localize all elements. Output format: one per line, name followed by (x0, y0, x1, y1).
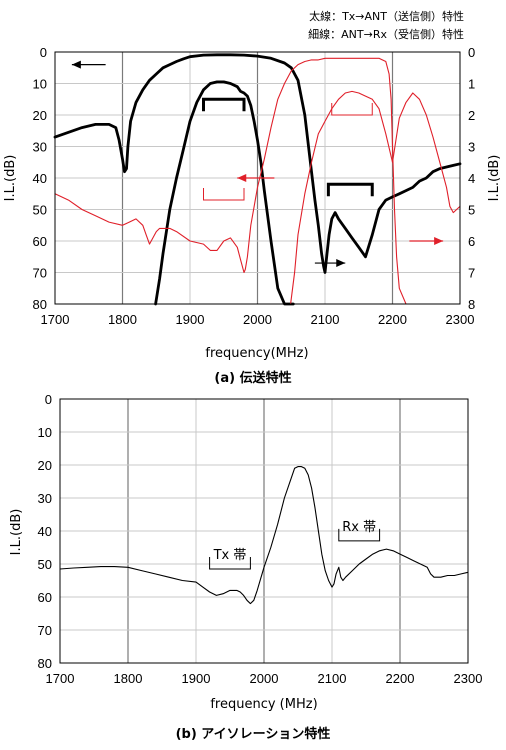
chart-b-annotation-1: Rx 帯 (342, 520, 376, 535)
chart-a-x-tick-2100: 2100 (311, 312, 340, 327)
chart-b-x-tick-1800: 1800 (114, 671, 143, 686)
chart-b-band-markers (209, 528, 381, 570)
chart-a-y-tick-10: 10 (33, 77, 47, 92)
chart-b-y-tick-30: 30 (38, 491, 52, 506)
chart-a-y-right-tick-3: 3 (468, 140, 475, 155)
chart-a-y-right-tick-0: 0 (468, 45, 475, 60)
chart-b-y-ticks: 0 10 20 30 40 50 60 70 80 (38, 392, 52, 671)
chart-a-y-tick-50: 50 (33, 203, 47, 218)
chart-a-note-1: 太線：Tx→ANT（送信側）特性 (309, 9, 464, 23)
chart-a-x-tick-2300: 2300 (446, 312, 475, 327)
chart-a-plot-frame (54, 51, 461, 305)
chart-a-arrow-1-head (237, 174, 247, 182)
chart-b-series-0-line (59, 466, 469, 605)
chart-a-note-2: 細線：ANT→Rx（受信側）特性 (308, 27, 464, 41)
chart-a-caption: (a) 伝送特性 (214, 370, 291, 385)
chart-b-x-ticks: 1700 1800 1900 2000 2100 2200 2300 (46, 671, 483, 686)
chart-b-grid (60, 399, 468, 663)
chart-a-y-ticks-right: 0 1 2 3 4 5 6 7 8 (468, 45, 475, 312)
chart-a-arrow-2-head (336, 259, 346, 268)
chart-a-band-marker-2 (203, 188, 245, 201)
chart-a-y-ticks-left: 0 10 20 30 40 50 60 70 80 (33, 45, 47, 312)
chart-a-y-right-tick-2: 2 (468, 108, 475, 123)
chart-a-y-tick-0: 0 (40, 45, 47, 60)
chart-a-band-markers (202, 97, 374, 201)
chart-a-band-marker-1 (326, 182, 374, 197)
chart-a-y-tick-80: 80 (33, 297, 47, 312)
chart-b-band-marker-1 (338, 528, 381, 542)
chart-b-x-tick-1700: 1700 (46, 671, 75, 686)
chart-a-series (53, 53, 462, 306)
chart-b-y-tick-70: 70 (38, 623, 52, 638)
chart-b-y-tick-20: 20 (38, 458, 52, 473)
chart-b-caption: (b) アイソレーション特性 (176, 726, 331, 742)
chart-a-y-tick-20: 20 (33, 108, 47, 123)
chart-a-y-right-tick-5: 5 (468, 203, 475, 218)
isolation-chart: Tx 帯 Rx 帯 1700 1800 1900 2000 2100 2200 2300 0 1… (9, 392, 483, 742)
chart-b-x-tick-1900: 1900 (182, 671, 211, 686)
chart-a-x-tick-1800: 1800 (108, 312, 137, 327)
chart-a-y-right-tick-6: 6 (468, 234, 475, 249)
chart-a-xlabel: frequency(MHz) (205, 346, 308, 361)
chart-b-annotations: Tx 帯 Rx 帯 (213, 520, 377, 563)
chart-a-x-tick-1700: 1700 (41, 312, 70, 327)
chart-b-x-tick-2100: 2100 (318, 671, 347, 686)
chart-b-y-tick-80: 80 (38, 656, 52, 671)
chart-a-y-right-tick-7: 7 (468, 266, 475, 281)
chart-a-y-tick-60: 60 (33, 234, 47, 249)
chart-a-arrow-0-head (71, 60, 81, 69)
chart-a-series-2-line (54, 57, 410, 305)
chart-a-series-1-line (154, 80, 295, 306)
chart-b-y-tick-10: 10 (38, 425, 52, 440)
chart-a-y-tick-30: 30 (33, 140, 47, 155)
chart-a-y-right-tick-1: 1 (468, 77, 475, 92)
chart-a-y-right-tick-8: 8 (468, 297, 475, 312)
chart-b-x-tick-2300: 2300 (454, 671, 483, 686)
chart-a-x-tick-2200: 2200 (378, 312, 407, 327)
chart-a-x-tick-2000: 2000 (243, 312, 272, 327)
chart-b-y-tick-50: 50 (38, 557, 52, 572)
chart-a-arrows (71, 60, 444, 268)
chart-b-x-tick-2200: 2200 (386, 671, 415, 686)
chart-a-ylabel-left: I.L.(dB) (3, 155, 18, 202)
chart-a-y-tick-70: 70 (33, 266, 47, 281)
chart-a-arrow-3-head (434, 237, 444, 245)
chart-a-band-marker-3 (331, 103, 373, 116)
chart-a-x-tick-1900: 1900 (176, 312, 205, 327)
chart-b-plot-frame (59, 398, 469, 664)
chart-b-annotation-0: Tx 帯 (213, 548, 247, 563)
chart-b-y-tick-0: 0 (45, 392, 52, 407)
chart-a-x-ticks: 1700 1800 1900 2000 2100 2200 2300 (41, 312, 475, 327)
chart-b-series (59, 466, 469, 605)
chart-b-y-tick-40: 40 (38, 524, 52, 539)
chart-a-band-marker-0 (202, 97, 246, 112)
chart-b-band-marker-0 (209, 556, 251, 570)
chart-a-y-right-tick-4: 4 (468, 171, 475, 186)
chart-a-y-tick-40: 40 (33, 171, 47, 186)
chart-a-ylabel-right: I.L.(dB) (487, 155, 502, 202)
chart-b-x-tick-2000: 2000 (250, 671, 279, 686)
transmission-chart: 太線：Tx→ANT（送信側）特性 細線：ANT→Rx（受信側）特性 1700 18… (3, 9, 502, 385)
chart-a-series-3-line (290, 90, 461, 305)
chart-b-xlabel: frequency (MHz) (210, 697, 317, 712)
chart-b-ylabel: I.L.(dB) (9, 509, 24, 556)
chart-b-y-tick-60: 60 (38, 590, 52, 605)
